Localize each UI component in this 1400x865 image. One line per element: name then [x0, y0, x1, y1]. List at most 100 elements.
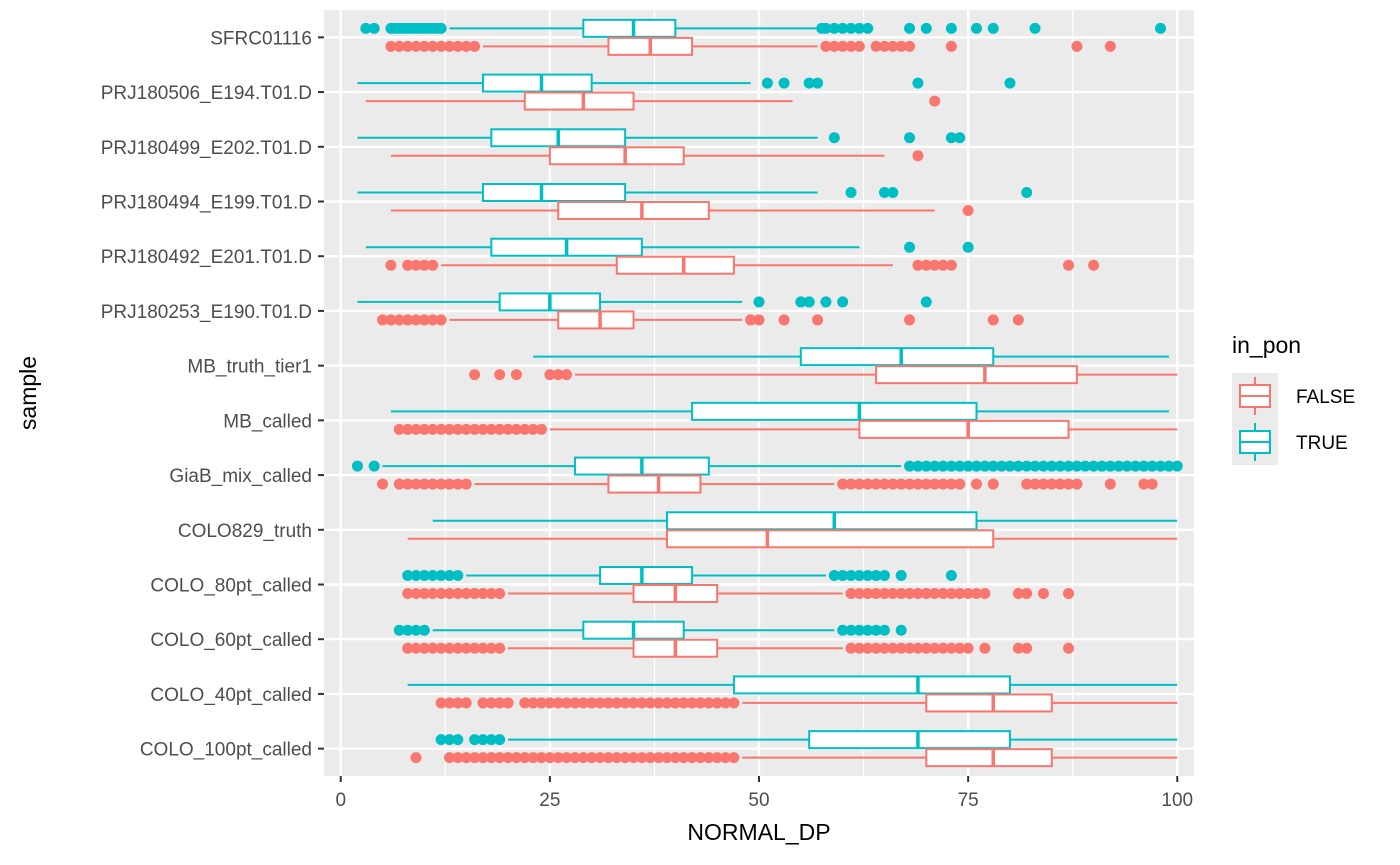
- outlier-point: [435, 22, 447, 34]
- outlier-point: [971, 460, 982, 472]
- outlier-point: [510, 752, 522, 764]
- box-iqr: [557, 201, 710, 220]
- outlier-point: [510, 369, 522, 381]
- outlier-point: [962, 588, 974, 599]
- outlier-point: [527, 752, 539, 764]
- outlier-point: [837, 40, 849, 52]
- outlier-point: [962, 205, 974, 216]
- outlier-point: [469, 734, 481, 746]
- outlier-point: [619, 697, 631, 709]
- outlier-point: [929, 95, 941, 107]
- outlier-point: [945, 478, 957, 490]
- outlier-point: [552, 697, 564, 709]
- outlier-point: [694, 697, 706, 709]
- outlier-point: [427, 642, 439, 654]
- box-iqr: [481, 73, 593, 93]
- box-false-PRJ180492_E201.T01.D: [385, 255, 1100, 275]
- legend-item-true: TRUE: [1232, 419, 1348, 465]
- outlier-point: [393, 40, 405, 52]
- outlier-point: [753, 296, 765, 308]
- outlier-point: [427, 314, 439, 326]
- outlier-point: [1037, 478, 1049, 490]
- outlier-point: [1071, 40, 1083, 52]
- outlier-point: [845, 588, 857, 599]
- outlier-point: [678, 697, 690, 709]
- outlier-point: [1021, 588, 1033, 599]
- outlier-point: [820, 40, 832, 52]
- outlier-point: [418, 570, 430, 581]
- outlier-point: [661, 697, 673, 709]
- outlier-point: [853, 22, 865, 34]
- outlier-point: [418, 588, 430, 599]
- outlier-point: [435, 588, 447, 599]
- outlier-point: [460, 752, 472, 764]
- outlier-point: [878, 478, 890, 490]
- outlier-point: [443, 697, 455, 709]
- legend-label: TRUE: [1296, 433, 1348, 454]
- outlier-point: [937, 259, 949, 271]
- box-true-GiaB_mix_called: [351, 456, 1183, 476]
- outlier-point: [887, 40, 899, 52]
- outlier-point: [452, 697, 464, 709]
- outlier-point: [653, 697, 665, 709]
- box-iqr: [523, 91, 635, 111]
- outlier-point: [887, 588, 899, 599]
- outlier-point: [561, 369, 573, 381]
- x-tick-label: 100: [1161, 790, 1193, 811]
- outlier-point: [527, 697, 539, 709]
- outlier-point: [494, 423, 506, 435]
- outlier-point: [1113, 460, 1125, 472]
- outlier-point: [853, 588, 865, 599]
- outlier-point: [711, 752, 723, 764]
- box-false-PRJ180494_E199.T01.D: [390, 201, 974, 220]
- outlier-point: [385, 314, 397, 326]
- box-iqr: [925, 693, 1053, 713]
- outlier-point: [870, 624, 882, 636]
- outlier-point: [954, 642, 966, 654]
- outlier-point: [536, 423, 547, 435]
- outlier-point: [870, 642, 882, 654]
- boxes-layer: [351, 18, 1183, 768]
- x-tick-label: 75: [958, 790, 979, 811]
- outlier-point: [435, 423, 447, 435]
- outlier-point: [402, 570, 414, 581]
- outlier-point: [904, 588, 916, 599]
- outlier-point: [1012, 460, 1024, 472]
- outlier-point: [728, 697, 740, 709]
- outlier-point: [494, 734, 506, 746]
- outlier-point: [837, 478, 849, 490]
- outlier-point: [402, 588, 414, 599]
- box-false-PRJ180499_E202.T01.D: [390, 146, 924, 166]
- box-iqr: [665, 511, 978, 531]
- outlier-point: [912, 478, 924, 490]
- outlier-point: [485, 423, 497, 435]
- outlier-point: [904, 40, 916, 52]
- outlier-point: [987, 460, 999, 472]
- outlier-point: [410, 40, 422, 52]
- outlier-point: [971, 22, 982, 34]
- outlier-point: [427, 570, 439, 581]
- outlier-point: [1104, 478, 1116, 490]
- outlier-point: [887, 187, 899, 198]
- outlier-point: [435, 314, 447, 326]
- box-true-PRJ180506_E194.T01.D: [357, 73, 1016, 93]
- outlier-point: [870, 478, 882, 490]
- outlier-point: [962, 642, 974, 654]
- outlier-point: [904, 642, 916, 654]
- outlier-point: [820, 296, 832, 308]
- box-true-SFRC01116: [360, 18, 1167, 38]
- outlier-point: [954, 460, 966, 472]
- outlier-point: [912, 460, 924, 472]
- outlier-point: [519, 423, 531, 435]
- outlier-point: [937, 478, 949, 490]
- outlier-point: [418, 40, 430, 52]
- outlier-point: [912, 77, 924, 89]
- outlier-point: [669, 697, 681, 709]
- outlier-point: [1129, 460, 1141, 472]
- outlier-point: [904, 314, 916, 326]
- box-true-COLO_80pt_called: [402, 566, 957, 585]
- outlier-point: [402, 642, 414, 654]
- outlier-point: [837, 22, 849, 34]
- box-true-MB_truth_tier1: [533, 347, 1169, 367]
